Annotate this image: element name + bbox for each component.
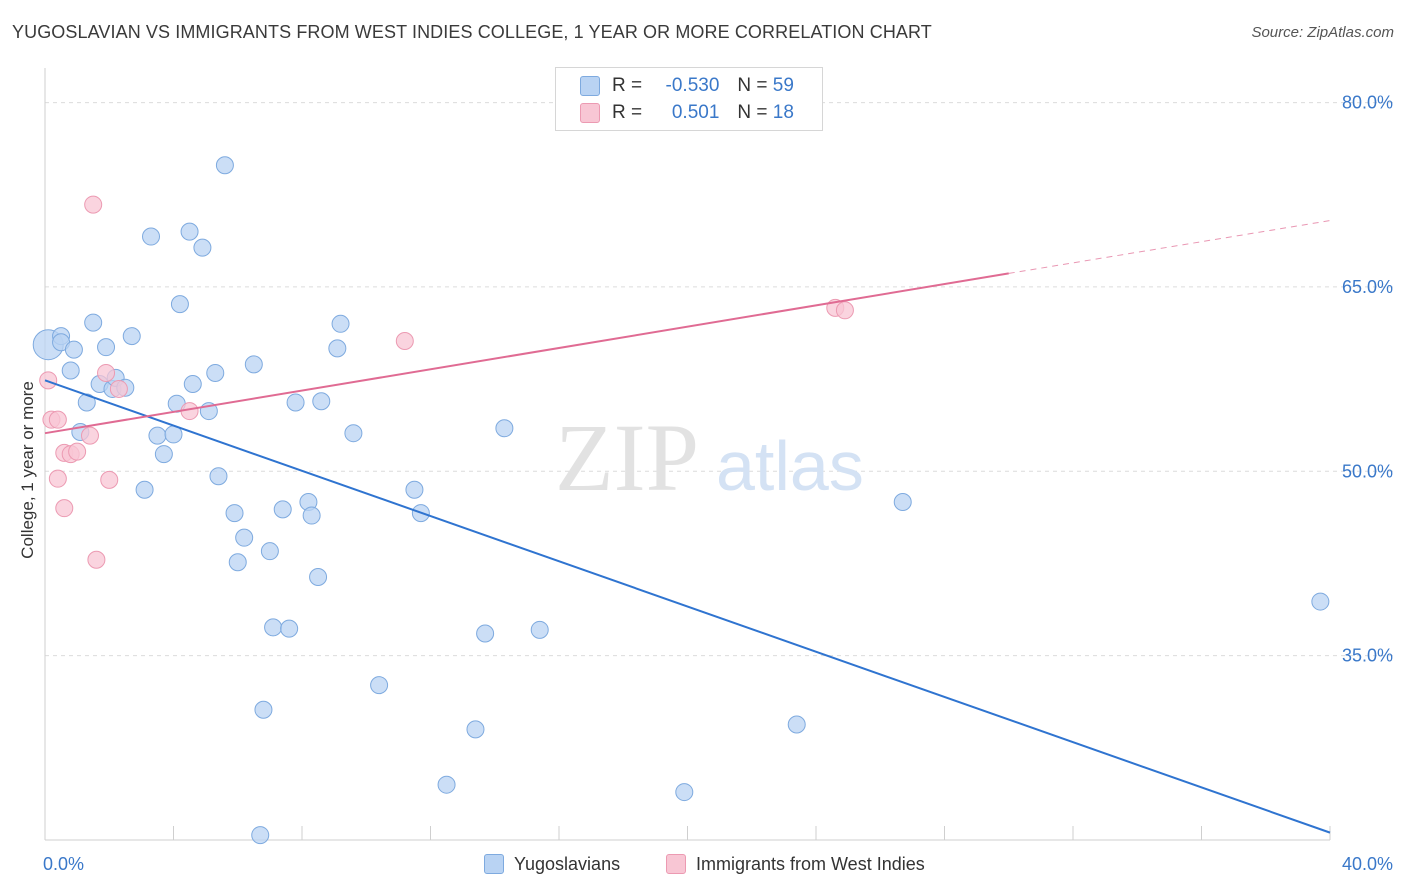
source-credit: Source: ZipAtlas.com bbox=[1251, 24, 1394, 41]
point-yugoslavian bbox=[328, 339, 347, 358]
legend-n-value: 59 bbox=[772, 75, 794, 96]
point-west-indies bbox=[68, 442, 87, 461]
point-yugoslavian bbox=[228, 553, 247, 572]
point-yugoslavian bbox=[61, 361, 80, 380]
legend-swatch-pink bbox=[580, 103, 600, 123]
y-tick-label: 80.0% bbox=[1342, 93, 1393, 113]
point-yugoslavian bbox=[97, 338, 116, 357]
point-yugoslavian bbox=[476, 624, 495, 643]
point-yugoslavian bbox=[251, 826, 270, 845]
legend-r-label: R = bbox=[612, 75, 643, 96]
point-west-indies bbox=[48, 469, 67, 488]
legend-r-value: -0.530 bbox=[665, 75, 720, 96]
point-west-indies bbox=[395, 332, 414, 351]
tick-labels: 35.0% 50.0% 65.0% 80.0% 0.0% 40.0% bbox=[43, 93, 1393, 874]
watermark: ZIP atlas bbox=[555, 404, 864, 511]
point-yugoslavian bbox=[84, 313, 103, 332]
point-yugoslavian bbox=[312, 392, 331, 411]
trend-line-west-indies-extension bbox=[1008, 220, 1331, 274]
point-yugoslavian bbox=[64, 340, 83, 359]
point-west-indies bbox=[84, 195, 103, 214]
y-axis-label: College, 1 year or more bbox=[18, 381, 37, 559]
point-west-indies bbox=[55, 499, 74, 518]
point-yugoslavian bbox=[170, 295, 189, 314]
legend-r-label: R = bbox=[612, 102, 643, 123]
point-yugoslavian bbox=[437, 775, 456, 794]
trend-line-yugoslavians bbox=[44, 379, 1331, 834]
x-tick-label: 0.0% bbox=[43, 854, 84, 874]
point-yugoslavian bbox=[260, 542, 279, 561]
point-west-indies bbox=[835, 301, 854, 320]
point-yugoslavian bbox=[235, 528, 254, 547]
point-yugoslavian bbox=[286, 393, 305, 412]
point-yugoslavian bbox=[273, 500, 292, 519]
point-yugoslavian bbox=[280, 619, 299, 638]
bottom-legend-label: Immigrants from West Indies bbox=[696, 853, 925, 874]
legend-n-label: N = bbox=[737, 75, 768, 96]
legend-n-value: 18 bbox=[772, 102, 794, 123]
y-tick-label: 35.0% bbox=[1342, 646, 1393, 666]
point-yugoslavian bbox=[244, 355, 263, 374]
point-yugoslavian bbox=[370, 676, 389, 695]
point-yugoslavian bbox=[309, 567, 328, 586]
point-yugoslavian bbox=[209, 467, 228, 486]
legend-swatch-blue bbox=[580, 76, 600, 96]
point-yugoslavian bbox=[77, 393, 96, 412]
point-yugoslavian bbox=[530, 620, 549, 639]
bottom-legend-swatch-pink bbox=[666, 854, 686, 874]
watermark-atlas: atlas bbox=[716, 427, 864, 505]
point-yugoslavian bbox=[254, 700, 273, 719]
trend-line-west-indies bbox=[44, 272, 1009, 435]
legend-row-yugoslavians: R = -0.530 N = 59 bbox=[580, 74, 794, 98]
point-west-indies bbox=[48, 410, 67, 429]
point-yugoslavian bbox=[225, 504, 244, 523]
bottom-legend-swatch-blue bbox=[484, 854, 504, 874]
point-yugoslavian bbox=[495, 419, 514, 438]
point-yugoslavian bbox=[787, 715, 806, 734]
point-yugoslavian bbox=[154, 445, 173, 464]
point-yugoslavian bbox=[142, 227, 161, 246]
y-tick-label: 50.0% bbox=[1342, 461, 1393, 481]
x-tick-label: 40.0% bbox=[1342, 854, 1393, 874]
points-layer bbox=[32, 156, 1330, 845]
point-yugoslavian bbox=[183, 375, 202, 394]
point-yugoslavian bbox=[675, 783, 694, 802]
bottom-legend-label: Yugoslavians bbox=[514, 853, 621, 874]
point-west-indies bbox=[100, 470, 119, 489]
bottom-legend-west-indies: Immigrants from West Indies bbox=[666, 852, 925, 876]
point-yugoslavian bbox=[206, 363, 225, 382]
legend: R = -0.530 N = 59 R = 0.501 N = 18 bbox=[555, 67, 823, 131]
point-yugoslavian bbox=[264, 618, 283, 637]
point-yugoslavian bbox=[302, 506, 321, 525]
point-west-indies bbox=[87, 550, 106, 569]
point-west-indies bbox=[39, 371, 58, 390]
bottom-legend-yugoslavians: Yugoslavians bbox=[484, 852, 620, 876]
y-tick-label: 65.0% bbox=[1342, 277, 1393, 297]
point-yugoslavian bbox=[193, 238, 212, 257]
point-yugoslavian bbox=[466, 720, 485, 739]
point-yugoslavian bbox=[344, 424, 363, 443]
point-yugoslavian bbox=[331, 314, 350, 333]
point-west-indies bbox=[109, 379, 128, 398]
point-yugoslavian bbox=[1311, 592, 1330, 611]
point-yugoslavian bbox=[215, 156, 234, 175]
point-yugoslavian bbox=[893, 493, 912, 512]
point-yugoslavian bbox=[122, 327, 141, 346]
trend-layer bbox=[44, 220, 1331, 834]
point-yugoslavian bbox=[148, 426, 167, 445]
point-west-indies bbox=[97, 363, 116, 382]
point-yugoslavian bbox=[180, 222, 199, 241]
legend-n-label: N = bbox=[737, 102, 768, 123]
chart-title: YUGOSLAVIAN VS IMMIGRANTS FROM WEST INDI… bbox=[12, 22, 932, 42]
point-west-indies bbox=[80, 426, 99, 445]
legend-r-value: 0.501 bbox=[671, 102, 720, 123]
point-yugoslavian bbox=[135, 480, 154, 499]
legend-row-west-indies: R = 0.501 N = 18 bbox=[580, 101, 794, 125]
watermark-zip: ZIP bbox=[555, 404, 699, 511]
point-yugoslavian bbox=[405, 480, 424, 499]
grid-layer bbox=[45, 102, 1395, 657]
